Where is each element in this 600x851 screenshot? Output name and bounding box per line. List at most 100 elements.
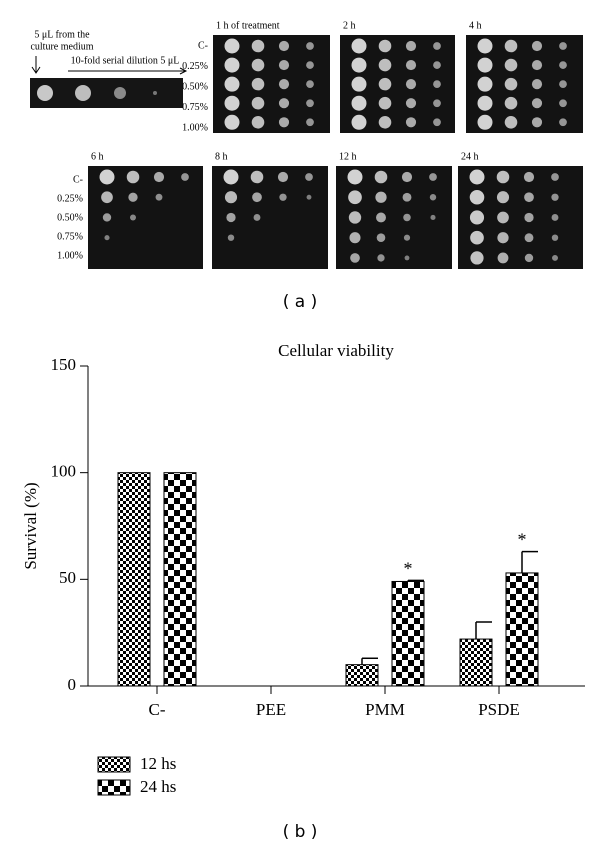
plate-title: 24 h <box>461 151 479 162</box>
spot <box>531 40 543 52</box>
spot <box>552 254 558 261</box>
spot <box>130 214 136 221</box>
legend-swatch <box>97 779 131 796</box>
spot <box>252 192 262 203</box>
spot <box>524 253 534 263</box>
spot <box>433 99 441 108</box>
x-tick-label: PSDE <box>478 700 520 719</box>
y-tick-label: 50 <box>59 568 76 587</box>
plate-title: 6 h <box>91 151 104 162</box>
spot <box>226 212 236 223</box>
plate-title: 1 h of treatment <box>216 20 280 31</box>
spot <box>524 233 534 243</box>
spot <box>153 91 157 95</box>
y-axis-label: Survival (%) <box>21 482 40 569</box>
spot <box>224 38 240 54</box>
chart-title: Cellular viability <box>278 341 394 360</box>
spot <box>250 170 264 184</box>
spot <box>75 85 91 101</box>
spot <box>497 252 509 264</box>
strip-photo <box>30 78 183 108</box>
spot <box>278 98 290 109</box>
bar <box>505 572 539 687</box>
plate-title: 12 h <box>339 151 357 162</box>
spot <box>433 80 441 89</box>
spot <box>128 192 138 202</box>
spot <box>306 194 312 200</box>
spot <box>430 214 436 221</box>
spot <box>349 232 361 244</box>
spot <box>470 251 484 265</box>
row-label: 1.00% <box>57 250 83 261</box>
spot <box>377 254 385 262</box>
spot <box>531 59 543 71</box>
bar <box>117 472 151 687</box>
bar <box>163 472 197 687</box>
significance: * <box>404 559 413 579</box>
row-label: 0.25% <box>182 61 208 72</box>
panel-label: ( a ) <box>283 292 318 312</box>
spot <box>477 38 493 54</box>
spot <box>524 192 534 203</box>
y-tick-label: 150 <box>51 355 77 374</box>
spot <box>374 170 388 184</box>
spot <box>429 194 437 201</box>
spot <box>470 230 484 245</box>
bar <box>345 664 379 687</box>
spot <box>378 39 392 53</box>
plate-title: 4 h <box>469 20 482 31</box>
spot <box>376 233 386 243</box>
spot <box>504 77 518 91</box>
spot <box>278 59 290 71</box>
spot <box>224 114 240 130</box>
spot <box>253 214 261 221</box>
spot <box>401 171 413 183</box>
spot <box>351 38 367 54</box>
spot <box>181 173 189 181</box>
spot <box>102 213 112 222</box>
spot <box>306 61 314 69</box>
spot <box>153 171 165 183</box>
spot <box>469 169 485 185</box>
spot <box>477 114 493 130</box>
spot <box>551 193 559 201</box>
plate-title: 2 h <box>343 20 356 31</box>
spot <box>101 191 113 204</box>
spot <box>351 114 367 130</box>
arrow-head <box>179 67 188 75</box>
significance: * <box>518 530 527 550</box>
spot <box>523 171 535 183</box>
spot <box>469 189 485 205</box>
dilution-label: 10-fold serial dilution 5 μL <box>71 55 180 66</box>
spot <box>469 210 485 225</box>
spot <box>351 76 367 92</box>
spot <box>496 170 510 184</box>
spot <box>351 95 367 111</box>
x-tick-label: PMM <box>365 700 405 719</box>
spot <box>559 42 567 50</box>
spot <box>306 118 314 127</box>
row-label: 0.50% <box>57 212 83 223</box>
spot <box>403 213 411 222</box>
spot <box>429 173 437 181</box>
bar <box>391 580 425 687</box>
spot <box>477 95 493 111</box>
spot <box>559 118 567 127</box>
spot <box>37 85 53 101</box>
row-label: 0.25% <box>57 193 83 204</box>
spot <box>559 99 567 108</box>
spot <box>524 212 534 223</box>
spot <box>551 173 559 181</box>
spot <box>504 115 518 129</box>
spot <box>405 117 417 128</box>
row-label: 0.75% <box>182 102 208 113</box>
spot <box>403 234 411 241</box>
row-label: 1.00% <box>182 122 208 133</box>
spot <box>126 170 140 184</box>
spot <box>402 192 412 202</box>
spot <box>278 117 290 128</box>
spot <box>351 57 367 73</box>
spot <box>559 80 567 89</box>
spot <box>224 95 240 111</box>
